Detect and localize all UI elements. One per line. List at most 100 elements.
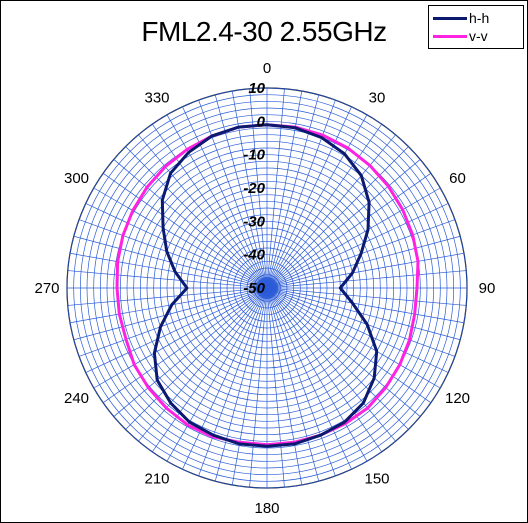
radial-labels: 10 0 -10 -20 -30 -40 -50 xyxy=(243,80,265,297)
grid-spoke xyxy=(266,287,449,373)
grid-spoke xyxy=(138,134,268,289)
grid-spoke xyxy=(102,287,268,404)
legend-item-vv: v-v xyxy=(433,27,521,45)
angle-tick-label: 300 xyxy=(64,170,89,187)
grid-spoke xyxy=(266,146,409,289)
grid-spoke xyxy=(93,187,268,289)
grid-spoke xyxy=(113,287,268,417)
grid-spoke xyxy=(138,287,268,442)
angle-tick-label: 150 xyxy=(364,471,389,488)
legend-label-hh: h-h xyxy=(469,10,490,26)
radial-tick-label: -50 xyxy=(243,280,265,297)
grid-spoke xyxy=(266,287,383,453)
grid-spoke xyxy=(266,287,432,404)
series-layer xyxy=(115,123,420,448)
grid-spoke xyxy=(266,287,285,488)
grid-spoke xyxy=(249,287,268,488)
grid-spoke xyxy=(102,172,268,289)
grid-spoke xyxy=(151,123,268,289)
grid-spoke xyxy=(266,99,336,289)
grid-spoke xyxy=(182,287,268,470)
grid-spoke xyxy=(266,287,441,389)
grid-spoke xyxy=(266,287,409,430)
angle-tick-label: 60 xyxy=(449,170,466,187)
grid-spoke xyxy=(231,90,268,289)
grid-spoke xyxy=(125,287,268,430)
center-hub-dot xyxy=(256,277,278,299)
legend: h-h v-v xyxy=(428,5,524,49)
angle-tick-label: 210 xyxy=(144,471,169,488)
series-line-vv xyxy=(115,123,420,447)
grid-spoke xyxy=(266,287,465,324)
grid-spoke xyxy=(266,287,467,306)
grid-spoke xyxy=(266,114,368,289)
radial-tick-label: -40 xyxy=(243,247,265,264)
legend-item-hh: h-h xyxy=(433,9,521,27)
grid-spoke xyxy=(266,287,320,482)
legend-label-vv: v-v xyxy=(469,28,488,44)
grid-spoke xyxy=(266,88,285,289)
grid-spoke xyxy=(69,287,268,324)
grid-spoke xyxy=(266,123,383,289)
grid-spoke xyxy=(69,252,268,289)
grid-spoke xyxy=(266,159,421,289)
grid-spoke xyxy=(266,287,336,477)
grid-spoke xyxy=(266,203,449,289)
chart-title: FML2.4-30 2.55GHz xyxy=(141,16,387,47)
grid-spoke xyxy=(266,287,421,417)
grid-spoke xyxy=(78,219,268,289)
grid-spoke xyxy=(93,287,268,389)
grid-spoke xyxy=(67,270,268,289)
grid-spoke xyxy=(67,287,268,306)
grid-spoke xyxy=(266,287,396,442)
grid-spoke xyxy=(266,106,352,289)
angle-tick-label: 90 xyxy=(479,280,496,297)
grid-spoke xyxy=(182,106,268,289)
grid-spoke xyxy=(266,90,303,289)
grid-spoke xyxy=(113,159,268,289)
angle-tick-label: 330 xyxy=(144,90,169,107)
angle-tick-label: 0 xyxy=(263,60,271,77)
angle-tick-label: 30 xyxy=(369,90,386,107)
center-hub xyxy=(256,277,278,299)
grid-spoke xyxy=(73,287,268,341)
radial-tick-label: -10 xyxy=(243,147,265,164)
grid-spoke xyxy=(266,287,303,486)
grid-spoke xyxy=(266,235,461,289)
grid-spoke xyxy=(85,203,268,289)
grid-spoke xyxy=(166,287,268,462)
angle-tick-label: 270 xyxy=(34,280,59,297)
grid-spoke xyxy=(231,287,268,486)
grid-spoke xyxy=(266,172,432,289)
grid-spoke xyxy=(198,287,268,477)
angle-tick-label: 180 xyxy=(254,500,279,517)
angle-tick-label: 240 xyxy=(64,390,89,407)
grid-spoke xyxy=(214,287,268,482)
grid-spoke xyxy=(125,146,268,289)
grid-spoke xyxy=(266,287,456,357)
grid-spoke xyxy=(266,287,352,470)
grid-spoke xyxy=(266,270,467,289)
grid-spoke xyxy=(214,94,268,289)
radial-tick-label: -30 xyxy=(243,213,265,230)
grid-spoke xyxy=(266,94,320,289)
grid-spoke xyxy=(266,134,396,289)
grid-spoke xyxy=(266,187,441,289)
legend-swatch-hh xyxy=(433,17,467,20)
grid-spoke xyxy=(198,99,268,289)
grid-spoke xyxy=(166,114,268,289)
grid-spoke xyxy=(151,287,268,453)
grid-spoke xyxy=(266,287,461,341)
grid-spoke xyxy=(266,252,465,289)
angle-tick-label: 120 xyxy=(445,390,470,407)
legend-swatch-vv xyxy=(433,35,467,38)
grid-spoke xyxy=(266,287,368,462)
radial-tick-label: 10 xyxy=(248,80,265,97)
radial-tick-label: 0 xyxy=(257,113,266,130)
grid-spoke xyxy=(85,287,268,373)
series-line-hh xyxy=(152,123,379,448)
grid-spoke xyxy=(249,88,268,289)
angle-labels: 0 30 60 90 120 150 180 210 240 270 300 330 xyxy=(34,60,495,517)
grid-spoke xyxy=(78,287,268,357)
